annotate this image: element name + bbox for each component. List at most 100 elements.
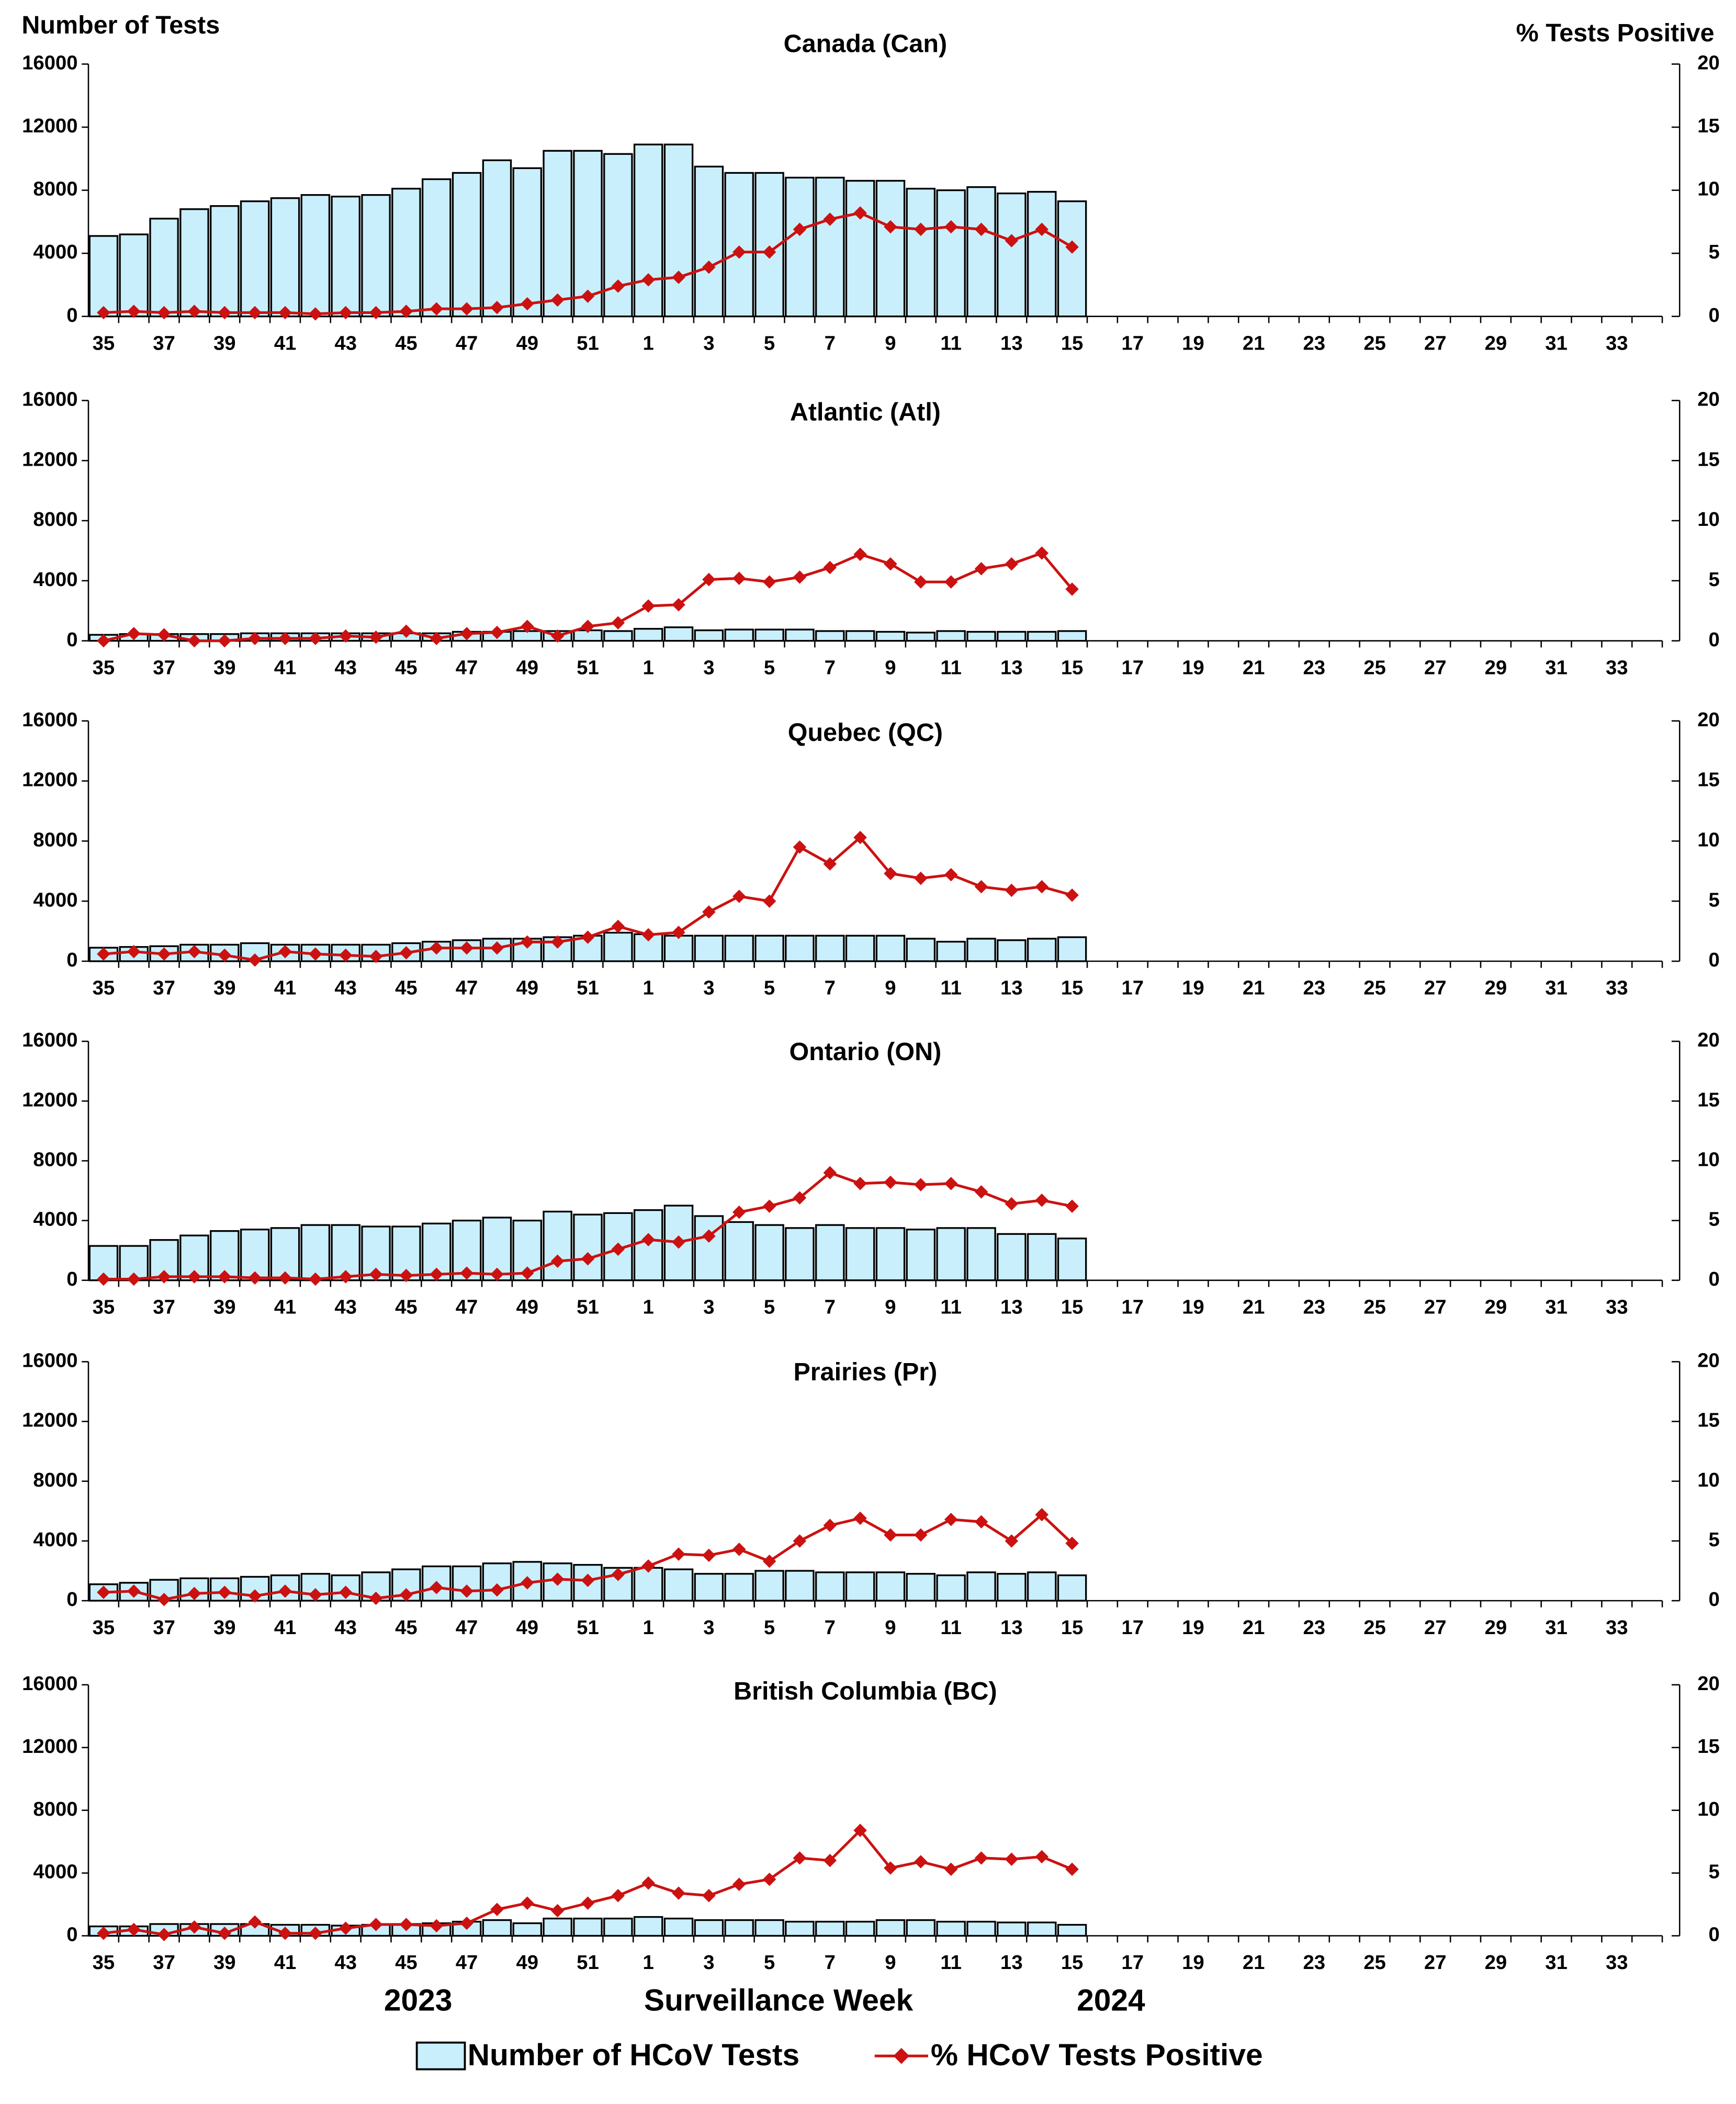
x-tick-label: 43 <box>334 977 357 999</box>
x-tick-label: 23 <box>1303 332 1326 354</box>
bar <box>966 1920 996 1937</box>
bar <box>936 941 966 962</box>
x-tick-label: 3 <box>703 1951 714 1974</box>
marker <box>732 1877 746 1891</box>
x-tick-label: 47 <box>456 1616 478 1639</box>
bar <box>452 172 482 318</box>
y2-tick-label: 20 <box>1697 708 1720 731</box>
marker <box>702 1548 716 1562</box>
bar <box>149 218 179 318</box>
bar <box>179 208 209 318</box>
y2-axis-title: % Tests Positive <box>1516 19 1715 47</box>
y2-tick-label: 10 <box>1697 1469 1720 1491</box>
bar <box>663 1917 694 1937</box>
x-tick-label: 9 <box>885 1296 896 1318</box>
y-tick-label: 8000 <box>33 178 77 200</box>
y-tick-label: 16000 <box>22 1029 77 1051</box>
x-tick-label: 7 <box>825 332 836 354</box>
marker <box>914 222 928 237</box>
x-tick-label: 23 <box>1303 1951 1326 1974</box>
marker <box>399 305 413 318</box>
y-tick-label: 0 <box>66 628 77 651</box>
bar <box>421 178 452 318</box>
y2-tick-label: 0 <box>1708 949 1719 971</box>
y2-tick-label: 10 <box>1697 1149 1720 1171</box>
y-tick-label: 4000 <box>33 1861 77 1883</box>
x-tick-label: 35 <box>93 1296 115 1318</box>
marker <box>914 1528 928 1542</box>
bar <box>694 935 724 962</box>
x-tick-label: 43 <box>334 1296 357 1318</box>
y-tick-label: 12000 <box>22 448 77 470</box>
marker <box>550 1904 565 1918</box>
bar <box>724 935 754 962</box>
y-tick-label: 16000 <box>22 52 77 74</box>
marker <box>1065 888 1079 902</box>
bar <box>906 187 936 318</box>
bar <box>724 1919 754 1937</box>
marker <box>127 1584 141 1598</box>
x-tick-label: 15 <box>1061 1616 1084 1639</box>
x-tick-label: 7 <box>825 656 836 679</box>
bar <box>694 1573 724 1602</box>
bar <box>482 1919 512 1937</box>
marker <box>127 305 141 318</box>
bar <box>785 628 815 642</box>
x-tick-label: 33 <box>1606 332 1628 354</box>
marker <box>853 830 867 845</box>
y-axis-title: Number of Tests <box>21 11 220 39</box>
bar <box>1057 1923 1087 1937</box>
bar <box>361 194 391 318</box>
x-tick-label: 5 <box>764 656 775 679</box>
marker <box>187 1920 201 1934</box>
x-tick-label: 29 <box>1485 1616 1507 1639</box>
bar <box>875 1227 906 1281</box>
bar <box>421 1565 452 1602</box>
marker <box>1005 1197 1019 1211</box>
bar <box>875 631 906 642</box>
bar <box>1027 1233 1057 1281</box>
x-tick-label: 29 <box>1485 1951 1507 1974</box>
bar <box>482 159 512 318</box>
x-tick-label: 39 <box>213 656 236 679</box>
marker <box>248 1915 262 1929</box>
y-tick-label: 8000 <box>33 508 77 531</box>
bar <box>997 192 1027 318</box>
x-tick-label: 49 <box>516 332 538 354</box>
marker <box>762 1555 776 1568</box>
marker <box>399 624 413 638</box>
bar <box>391 187 421 318</box>
x-tick-label: 51 <box>577 1296 599 1318</box>
marker <box>399 1918 413 1931</box>
marker <box>581 1896 595 1910</box>
bar <box>845 935 875 962</box>
x-tick-label: 11 <box>940 1951 961 1974</box>
marker <box>187 944 201 959</box>
marker <box>823 560 837 575</box>
y2-tick-label: 20 <box>1697 388 1720 411</box>
x-tick-label: 47 <box>456 1296 478 1318</box>
bar <box>966 938 996 962</box>
bar <box>270 197 300 318</box>
marker <box>550 1572 565 1586</box>
marker <box>823 1518 837 1533</box>
marker <box>430 1581 443 1594</box>
x-tick-label: 33 <box>1606 977 1628 999</box>
bar <box>997 1573 1027 1602</box>
x-tick-label: 11 <box>940 332 961 354</box>
marker <box>914 575 928 589</box>
bar <box>997 1921 1027 1937</box>
year-annotation: 2023 <box>384 1984 453 2018</box>
x-tick-label: 27 <box>1424 656 1447 679</box>
y2-tick-label: 10 <box>1697 178 1720 200</box>
bar <box>512 1922 543 1937</box>
x-tick-label: 21 <box>1243 977 1265 999</box>
marker <box>581 620 595 633</box>
marker <box>793 1851 807 1865</box>
bar <box>815 935 845 962</box>
y2-tick-label: 5 <box>1708 241 1719 263</box>
x-tick-label: 35 <box>93 332 115 354</box>
y2-tick-label: 10 <box>1697 1798 1720 1820</box>
marker <box>97 1926 110 1940</box>
x-tick-label: 51 <box>577 977 599 999</box>
